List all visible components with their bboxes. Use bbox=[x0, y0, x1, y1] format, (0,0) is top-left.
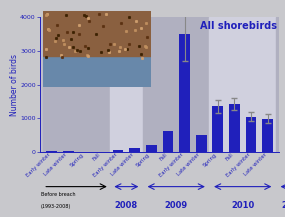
Bar bbox=[46, 151, 57, 152]
Bar bbox=[113, 150, 123, 152]
Bar bbox=[196, 135, 207, 152]
Text: Late winter: Late winter bbox=[243, 152, 268, 177]
Y-axis label: Number of birds: Number of birds bbox=[10, 54, 19, 116]
Bar bbox=[143, 17, 209, 152]
Text: 2008: 2008 bbox=[115, 201, 138, 210]
Bar bbox=[229, 104, 240, 152]
Text: Spring: Spring bbox=[136, 152, 151, 168]
Text: Fall: Fall bbox=[225, 152, 235, 162]
Text: Late winter: Late winter bbox=[44, 152, 68, 177]
Text: (1993-2008): (1993-2008) bbox=[41, 204, 71, 209]
Bar bbox=[146, 145, 157, 152]
Bar bbox=[162, 131, 173, 152]
Text: 2009: 2009 bbox=[165, 201, 188, 210]
Bar bbox=[129, 148, 140, 152]
Text: Early winter: Early winter bbox=[26, 152, 52, 178]
Text: Early winter: Early winter bbox=[158, 152, 185, 178]
Bar bbox=[63, 151, 74, 152]
Text: 2010: 2010 bbox=[231, 201, 254, 210]
Text: Late winter: Late winter bbox=[110, 152, 135, 177]
Bar bbox=[43, 56, 151, 87]
Bar bbox=[43, 11, 151, 56]
Bar bbox=[212, 107, 223, 152]
Bar bbox=[110, 17, 143, 152]
Text: All shorebirds: All shorebirds bbox=[200, 21, 277, 31]
Text: Before breach: Before breach bbox=[41, 192, 75, 197]
Text: Spring: Spring bbox=[69, 152, 85, 168]
Text: 2011: 2011 bbox=[281, 201, 285, 210]
Bar bbox=[262, 119, 273, 152]
Text: Fall: Fall bbox=[92, 152, 101, 162]
Text: Early winter: Early winter bbox=[92, 152, 118, 178]
Bar bbox=[209, 17, 276, 152]
Text: Fall: Fall bbox=[158, 152, 168, 162]
Bar bbox=[246, 117, 256, 152]
Text: Early winter: Early winter bbox=[225, 152, 251, 178]
Text: Late winter: Late winter bbox=[176, 152, 201, 177]
Text: Spring: Spring bbox=[202, 152, 218, 168]
Bar bbox=[43, 17, 110, 152]
Bar bbox=[179, 34, 190, 152]
Bar bbox=[276, 17, 285, 152]
